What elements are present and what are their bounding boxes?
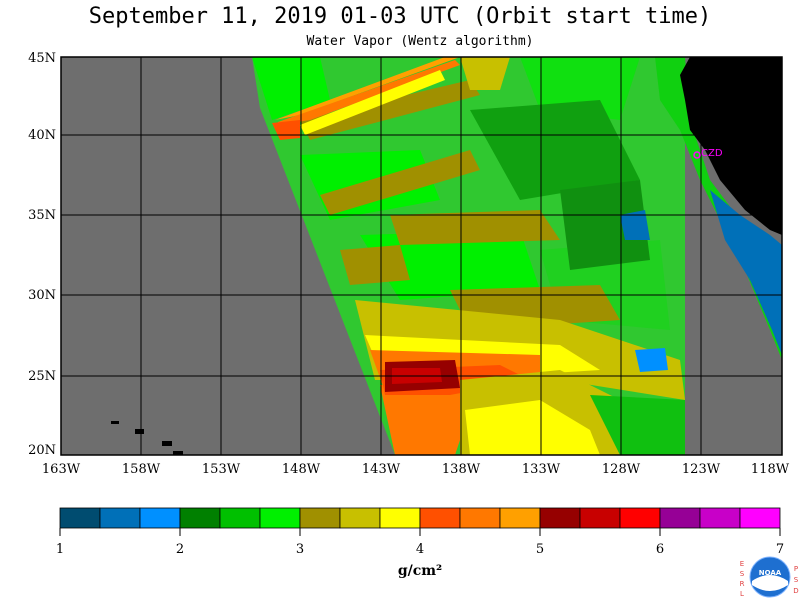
swath-blue: [620, 210, 650, 240]
swath-plume: [278, 60, 460, 125]
station-marker: [693, 151, 701, 159]
swath-blue: [635, 348, 668, 372]
colorbar-segment: [499, 507, 541, 529]
colorbar-segment: [219, 507, 261, 529]
lon-label: 128W: [601, 462, 641, 477]
colorbar-segment: [699, 507, 741, 529]
logo-letter: S: [793, 576, 799, 584]
colorbar-segment: [419, 507, 461, 529]
colorbar-segment: [179, 507, 221, 529]
swath-patch: [360, 230, 540, 300]
colorbar-label: 6: [655, 542, 665, 557]
colorbar-segment: [659, 507, 701, 529]
swath-patch: [252, 57, 330, 120]
lon-label: 143W: [361, 462, 401, 477]
map-title: September 11, 2019 01-03 UTC (Orbit star…: [88, 4, 712, 29]
lat-label: 40N: [28, 128, 56, 143]
lon-label: 153W: [201, 462, 241, 477]
colorbar-segment: [379, 507, 421, 529]
logo-letter: P: [793, 565, 799, 573]
swath-south: [465, 400, 600, 455]
colorbar-segment: [99, 507, 141, 529]
swath-band: [460, 57, 510, 90]
noaa-logo: NOAA: [749, 556, 791, 598]
swath-band: [300, 80, 480, 140]
colorbar-segment: [299, 507, 341, 529]
island: [162, 441, 172, 446]
colorbar-unit: g/cm²: [397, 563, 443, 579]
logo-letter: R: [739, 580, 745, 588]
swath-south: [590, 395, 685, 455]
lon-label: 133W: [521, 462, 561, 477]
swath-plume: [275, 57, 460, 120]
swath-band: [390, 210, 560, 245]
island: [135, 429, 144, 434]
lat-label: 45N: [28, 51, 56, 66]
swath-plume: [300, 70, 445, 135]
lat-label: 20N: [28, 443, 56, 458]
logo-letter: S: [739, 570, 745, 578]
swath-band: [340, 245, 410, 285]
colorbar-segment: [339, 507, 381, 529]
colorbar-segment: [539, 507, 581, 529]
logo-letter: E: [739, 560, 745, 568]
swath-south: [380, 380, 470, 455]
colorbar-segment: [579, 507, 621, 529]
colorbar-segment: [739, 507, 781, 529]
map-subtitle: Water Vapor (Wentz algorithm): [306, 34, 534, 49]
colorbar-label: 1: [55, 542, 65, 557]
map-frame: [60, 56, 783, 456]
island: [173, 451, 183, 455]
lat-label: 35N: [28, 208, 56, 223]
colorbar-segment: [459, 507, 501, 529]
lat-label: 30N: [28, 288, 56, 303]
colorbar-segment: [59, 507, 101, 529]
lon-label: 163W: [41, 462, 81, 477]
lon-label: 118W: [750, 462, 790, 477]
colorbar-segment: [139, 507, 181, 529]
grid: [61, 57, 782, 455]
logo-letter: L: [740, 590, 744, 598]
colorbar-label: 2: [175, 542, 185, 557]
logo-letter: D: [793, 587, 799, 595]
colorbar-segment: [259, 507, 301, 529]
lon-label: 138W: [441, 462, 481, 477]
logo-name: NOAA: [759, 569, 782, 577]
colorbar-label: 3: [295, 542, 305, 557]
lon-label: 148W: [281, 462, 321, 477]
colorbar-label: 5: [535, 542, 545, 557]
swath-patch: [560, 180, 650, 270]
lat-label: 25N: [28, 369, 56, 384]
station-label: CZD: [701, 148, 723, 159]
swath-patch: [470, 100, 640, 200]
island: [111, 421, 119, 424]
coastal-strip-blue: [710, 190, 782, 355]
colorbar-segment: [619, 507, 661, 529]
north-america-land: [680, 57, 782, 235]
colorbar-label: 4: [415, 542, 425, 557]
swath-band: [320, 150, 480, 215]
lon-label: 158W: [121, 462, 161, 477]
lon-label: 123W: [681, 462, 721, 477]
colorbar-label: 7: [775, 542, 785, 557]
